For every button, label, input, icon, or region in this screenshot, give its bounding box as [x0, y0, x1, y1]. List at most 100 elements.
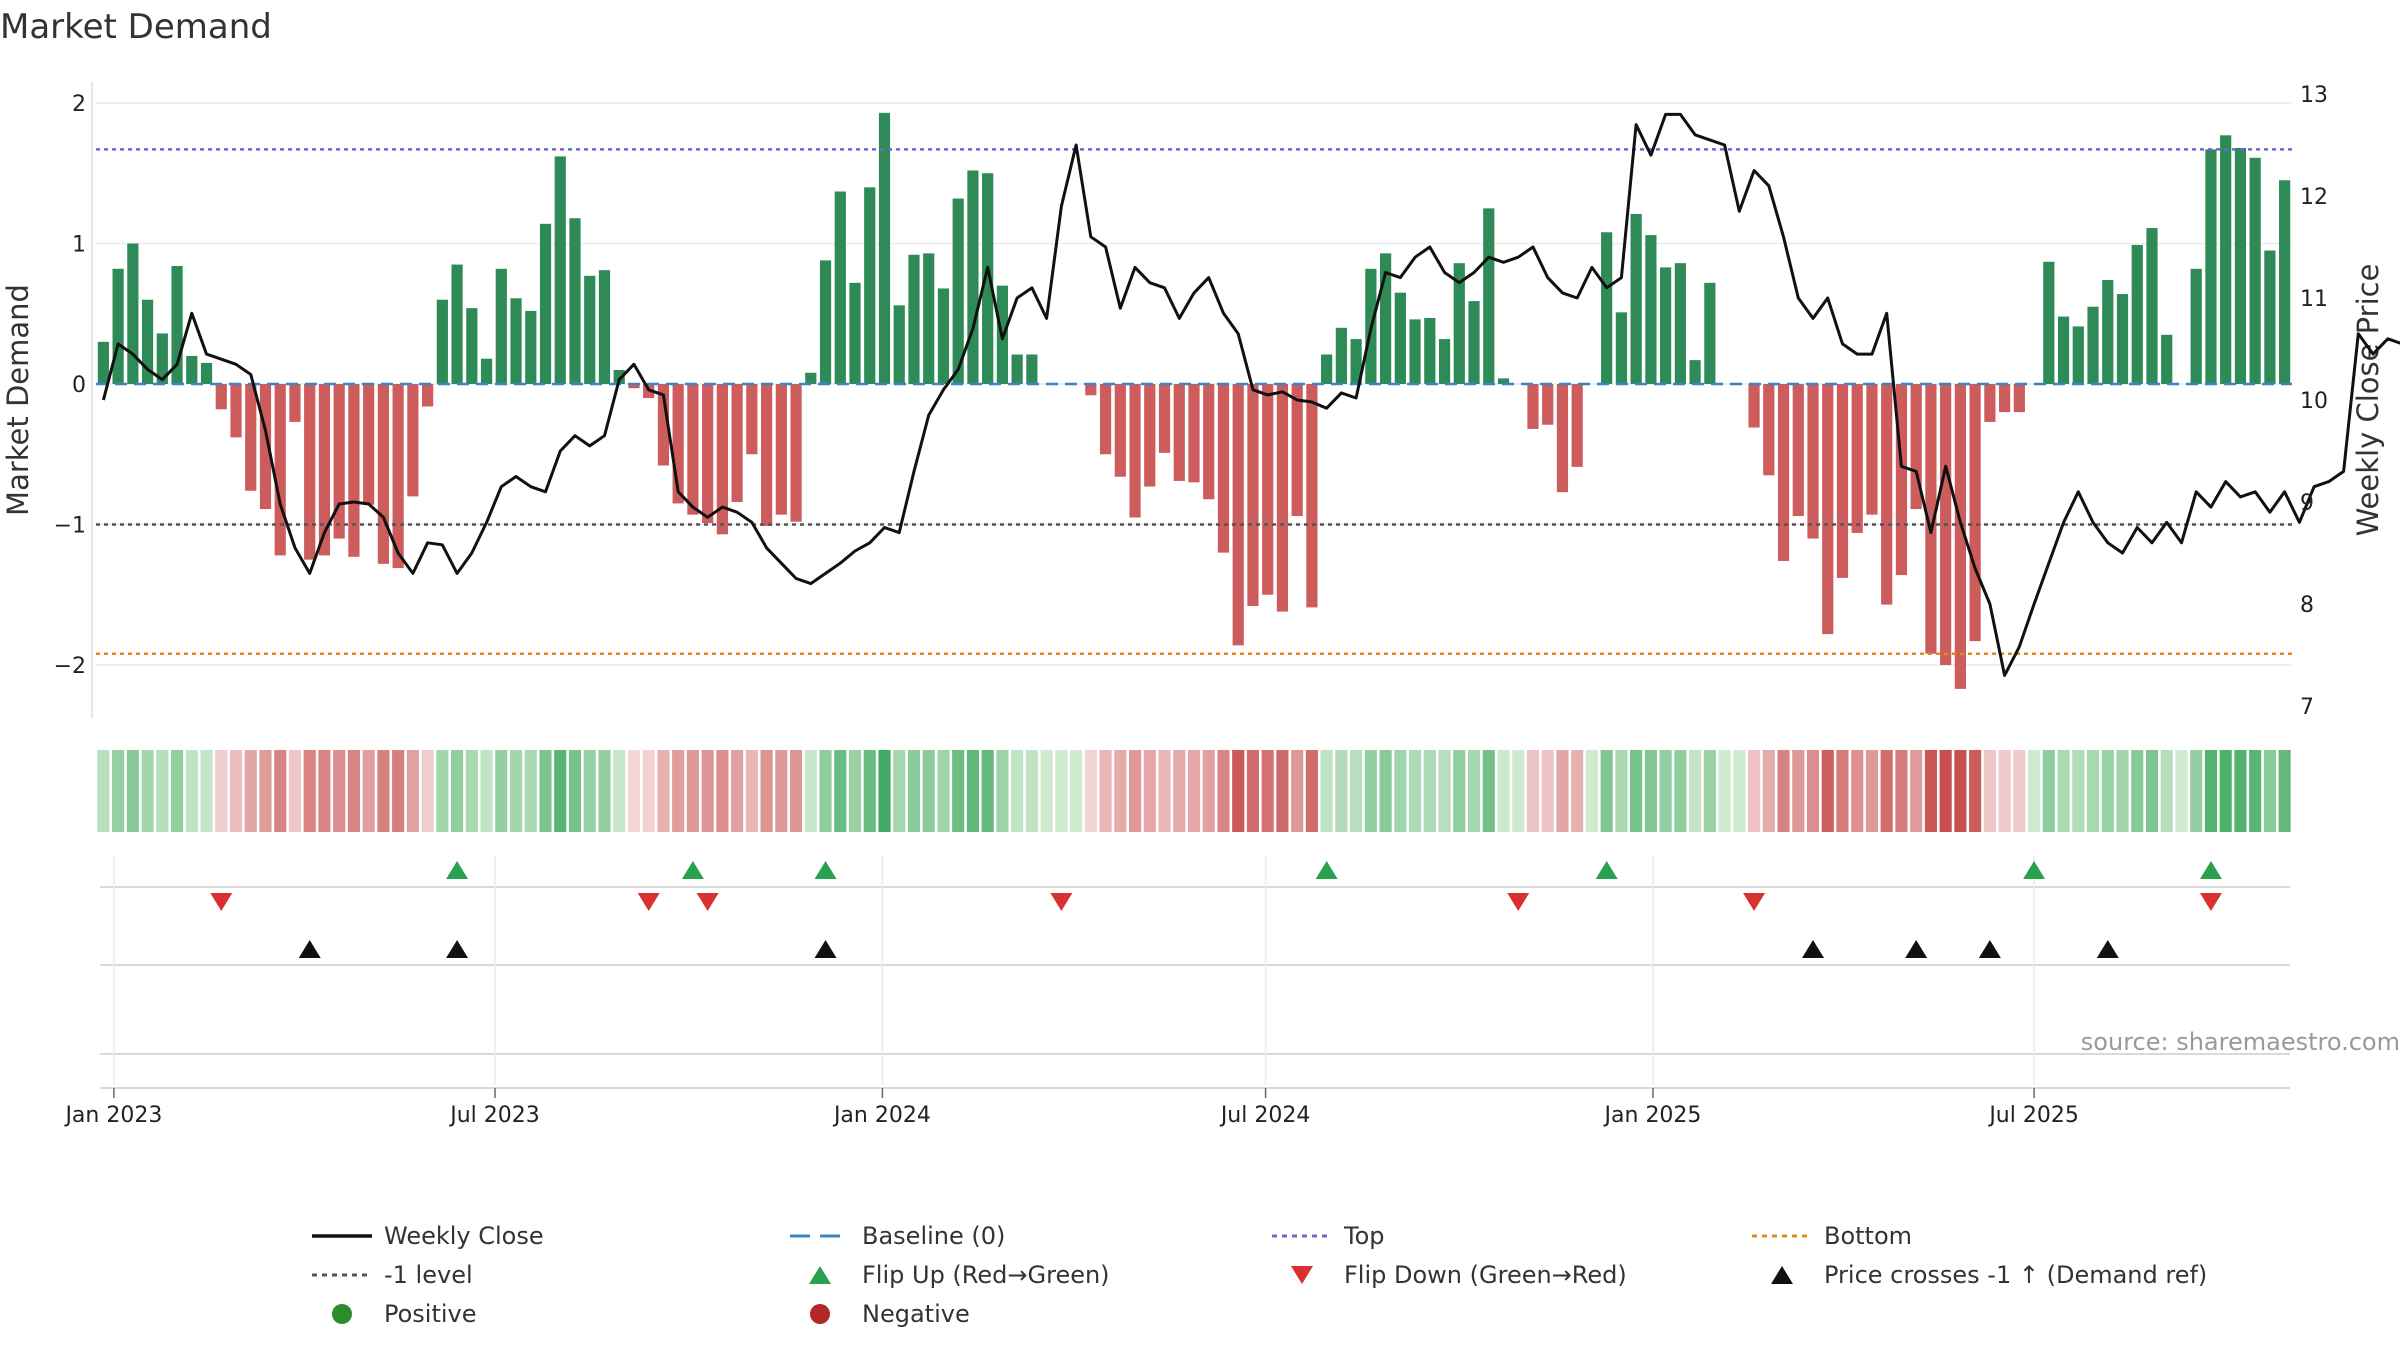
demand-bar [982, 173, 994, 384]
demand-bar [1203, 384, 1215, 500]
demand-bar [1822, 384, 1834, 635]
demand-bar [2234, 147, 2247, 384]
heat-cell [1409, 750, 1422, 832]
heat-cell [922, 750, 935, 832]
heat-cell [2072, 750, 2085, 832]
heat-cell [1070, 750, 1083, 832]
heat-cell [1615, 750, 1628, 832]
heat-cell [804, 750, 817, 832]
event-markers [100, 855, 2290, 1089]
demand-bar [1438, 339, 1451, 384]
legend-label: -1 level [384, 1261, 473, 1289]
heat-cell [1851, 750, 1864, 832]
demand-bar [259, 384, 272, 510]
demand-bar [1704, 282, 1716, 384]
heat-cell [185, 750, 198, 832]
heat-cell [2234, 750, 2247, 832]
heat-cell [362, 750, 375, 832]
legend-label: Bottom [1824, 1222, 1912, 1250]
flip-down-marker [696, 893, 719, 911]
heat-cell [893, 750, 906, 832]
demand-bar [1851, 384, 1863, 533]
demand-bar [156, 333, 168, 384]
heat-cell [1600, 750, 1613, 832]
demand-bar [2043, 261, 2055, 384]
demand-bar [171, 265, 183, 384]
demand-bar [1453, 263, 1465, 384]
demand-bar [819, 260, 832, 384]
demand-bar [687, 384, 699, 515]
demand-bar [1276, 384, 1289, 612]
heat-cell [2145, 750, 2159, 832]
heat-cell [200, 750, 213, 832]
x-tick-label: Jul 2025 [1987, 1103, 2079, 1128]
flip-up-marker [1595, 861, 1618, 879]
price-cross-marker [1905, 940, 1928, 958]
demand-bar [1881, 384, 1893, 605]
heat-cell [1394, 750, 1407, 832]
y2-tick-label: 8 [2300, 593, 2314, 618]
demand-bar [554, 156, 566, 384]
heat-cell [716, 750, 729, 832]
flip-down-marker [637, 893, 660, 911]
heat-cell [1939, 750, 1952, 832]
flip-up-marker [2199, 861, 2222, 879]
heat-cell [1438, 750, 1451, 832]
heat-cell [436, 750, 449, 832]
demand-bar [2205, 149, 2217, 384]
legend-label: Positive [384, 1300, 477, 1328]
demand-bar [1217, 384, 1230, 553]
heat-cell [2013, 750, 2026, 832]
flip-up-marker [1315, 861, 1338, 879]
demand-bar [1497, 378, 1510, 384]
price-cross-marker [1802, 940, 1825, 958]
flip-up-marker [681, 861, 704, 879]
heat-cell [1689, 750, 1702, 832]
heat-cell [1217, 750, 1230, 832]
heat-cell [672, 750, 685, 832]
price-cross-marker [1978, 940, 2001, 958]
heat-cell [878, 750, 891, 832]
demand-bar [1615, 312, 1628, 384]
demand-bar [2102, 280, 2114, 384]
heat-cell [731, 750, 744, 832]
heat-cell [1718, 750, 1731, 832]
demand-bar [2220, 135, 2232, 384]
legend-label: Top [1343, 1222, 1385, 1250]
demand-bar [230, 384, 242, 438]
heat-cell [642, 750, 655, 832]
chart-title: Market Demand [0, 7, 272, 47]
demand-bar [510, 298, 522, 384]
demand-bar [1232, 384, 1244, 646]
heat-cell [1246, 750, 1260, 832]
y-axis-label: Market Demand [1, 284, 35, 516]
heat-cell [1777, 750, 1790, 832]
demand-bar [1409, 319, 1421, 384]
heat-cell [1526, 750, 1540, 832]
demand-bar [2116, 294, 2129, 384]
legend: Weekly Close Baseline (0) Top Bottom -1 leve… [312, 1222, 2207, 1328]
heat-cell [229, 750, 243, 832]
heat-cell [1040, 750, 1053, 832]
heat-cell [848, 750, 862, 832]
demand-bar [1468, 301, 1480, 384]
heat-cell [141, 750, 154, 832]
demand-bar [1483, 208, 1495, 385]
flip-down-marker [2199, 893, 2222, 911]
demand-bar [348, 384, 360, 557]
demand-bar [1380, 253, 1392, 384]
reference-lines [96, 148, 2292, 656]
demand-bar [2072, 326, 2084, 384]
demand-bar [1173, 384, 1185, 481]
heat-cell [981, 750, 994, 832]
demand-bar [893, 305, 905, 384]
demand-bar [1129, 384, 1141, 518]
heat-cell [2263, 750, 2276, 832]
heat-cell [288, 750, 302, 832]
heat-cell [554, 750, 567, 832]
y-tick-label: −1 [54, 514, 86, 539]
heat-cell [1173, 750, 1186, 832]
demand-bar [1085, 384, 1097, 396]
price-cross-marker [446, 940, 469, 958]
price-cross-marker [2096, 940, 2119, 958]
